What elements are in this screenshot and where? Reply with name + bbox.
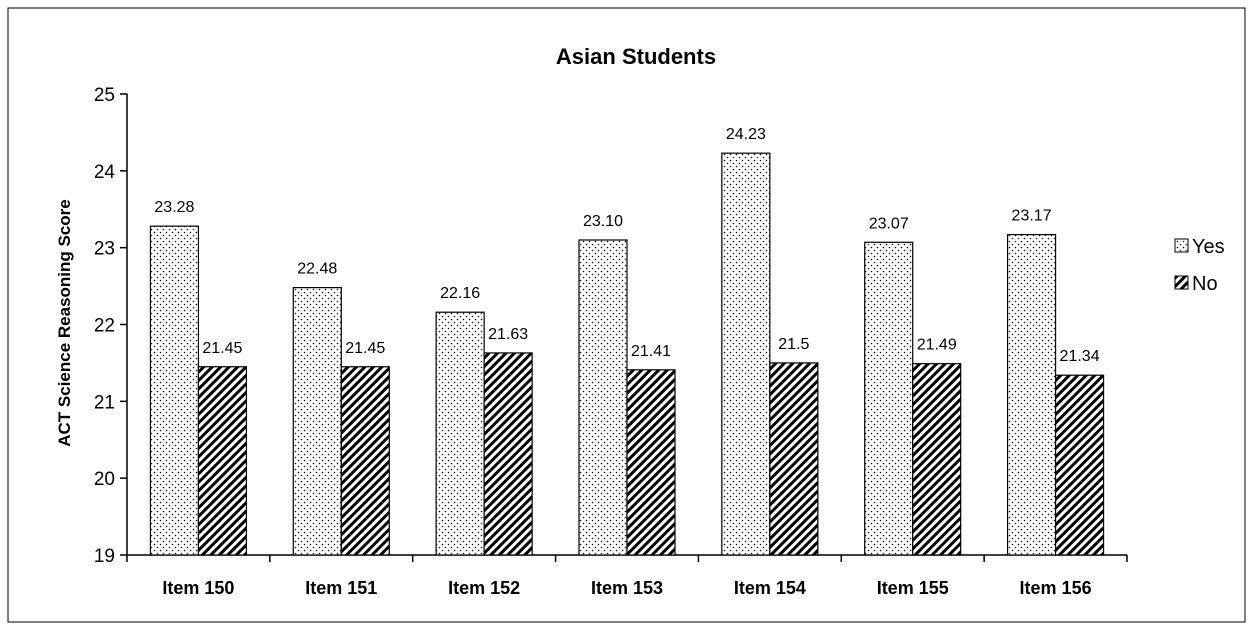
x-tick-label: Item 152: [448, 578, 520, 598]
data-label: 22.48: [297, 261, 337, 278]
bar-no: [912, 363, 962, 556]
bar-no: [626, 369, 676, 556]
data-label: 23.10: [583, 213, 623, 230]
legend-label-yes: Yes: [1192, 236, 1225, 258]
x-tick-label: Item 150: [162, 578, 234, 598]
x-tick-label: Item 154: [734, 578, 806, 598]
y-tick-label: 21: [94, 392, 115, 413]
chart-title: Asian Students: [556, 44, 716, 69]
bar-yes: [1006, 234, 1057, 556]
bar-no: [769, 362, 819, 556]
data-label: 23.07: [869, 215, 909, 232]
data-label: 21.63: [488, 326, 528, 343]
y-tick-label: 20: [94, 469, 115, 490]
x-tick-label: Item 155: [877, 578, 949, 598]
bar-yes: [435, 311, 485, 556]
x-tick-label: Item 156: [1020, 578, 1092, 598]
bar-no: [1054, 374, 1105, 556]
bar-no: [483, 352, 533, 556]
bar-yes: [864, 241, 914, 556]
data-label: 22.16: [440, 285, 480, 302]
y-tick-label: 23: [94, 239, 115, 260]
bar-yes: [578, 239, 628, 556]
y-tick-label: 24: [94, 162, 116, 183]
plot-area: 19 20 21 22 23 24 25 23.28 21.45 Item 150 22.48 21.…: [94, 85, 1128, 598]
data-label: 21.45: [202, 340, 242, 357]
legend-label-no: No: [1192, 273, 1218, 295]
data-label: 21.45: [345, 340, 385, 357]
chart-border: [7, 7, 1246, 623]
bar-no: [340, 366, 390, 556]
legend-swatch-no: [1174, 275, 1189, 290]
data-label: 23.28: [154, 199, 194, 216]
y-tick-label: 25: [94, 85, 115, 106]
y-tick-label: 19: [94, 546, 115, 567]
data-label: 24.23: [726, 126, 766, 143]
data-label: 21.34: [1060, 348, 1100, 365]
data-label: 21.5: [778, 336, 809, 353]
x-tick-label: Item 151: [305, 578, 377, 598]
y-tick-label: 22: [94, 316, 115, 337]
y-axis-label: ACT Science Reasoning Score: [55, 199, 74, 447]
bar-no: [197, 366, 248, 556]
data-label: 23.17: [1012, 208, 1052, 225]
bar-yes: [149, 225, 200, 556]
legend: Yes No: [1174, 236, 1225, 295]
data-label: 21.41: [631, 343, 671, 360]
data-label: 21.49: [917, 337, 957, 354]
bar-yes: [721, 152, 771, 556]
legend-swatch-yes: [1174, 238, 1189, 253]
bar-yes: [292, 287, 342, 556]
x-tick-label: Item 153: [591, 578, 663, 598]
